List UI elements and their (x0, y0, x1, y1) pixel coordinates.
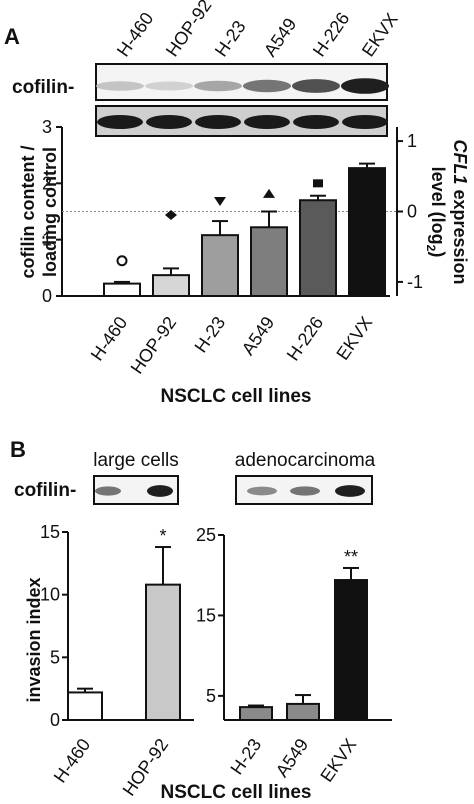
bar (334, 579, 368, 721)
panel-a-y-label: cofilin content / loading control (18, 146, 60, 279)
cofilin-band (194, 80, 242, 92)
panel-b-letter: B (10, 437, 26, 462)
panel-b-adeno-chart: 5 15 25 H-23 A549 ** EKVX (196, 525, 392, 786)
y-tick-label: 0 (50, 710, 60, 730)
x-tick-label: A549 (272, 735, 313, 781)
y-tick-label: 10 (40, 585, 60, 605)
bar (152, 274, 190, 298)
x-tick-label: HOP-92 (127, 313, 181, 378)
expression-point (313, 179, 323, 188)
bar (286, 702, 320, 721)
secondary-y-tick-label: 0 (407, 202, 417, 222)
x-tick-label: A549 (238, 313, 279, 359)
loading-band (97, 115, 143, 129)
panel-a-cofilin-blot (95, 63, 388, 101)
panel-a-y2-label-rest: expression (450, 184, 470, 284)
panel-a-cofilin-bands (96, 78, 389, 94)
lane-label: H-23 (211, 17, 250, 60)
x-tick-label: H-23 (191, 313, 230, 356)
y-tick-label: 1 (42, 230, 52, 250)
lane-label: H-460 (113, 9, 158, 61)
x-tick-label: EKVX (316, 735, 360, 786)
bar (103, 282, 141, 297)
bar (299, 199, 337, 298)
cofilin-band (247, 486, 277, 496)
panel-a-y2-label-line2: level (log (428, 167, 448, 245)
svg-text:level (log2): level (log2) (424, 167, 448, 258)
lane-label: A549 (260, 14, 301, 60)
panel-a-y-label-line1: cofilin content / (18, 146, 38, 279)
secondary-y-tick-label: 1 (407, 131, 417, 151)
panel-a-lane-labels: H-460 HOP-92H-23 A549 H-226 EKVX (113, 0, 402, 60)
y-tick-label: 25 (196, 525, 216, 545)
cofilin-band (147, 485, 173, 497)
loading-band (293, 115, 339, 129)
panel-a-y2-label-sub: 2 (424, 245, 438, 252)
secondary-y-tick-label: -1 (407, 272, 423, 292)
cofilin-band (335, 485, 365, 497)
panel-b-blot-label: cofilin- (14, 480, 76, 501)
panel-a-loading-bands (97, 115, 388, 129)
x-tick-label: EKVX (332, 313, 376, 364)
panel-a-y2-label-gene: CFL1 (450, 139, 470, 184)
y-tick-label: 2 (42, 173, 52, 193)
cofilin-band (96, 81, 144, 91)
cofilin-band (145, 81, 193, 91)
expression-point (214, 196, 226, 206)
lane-label: HOP-92 (162, 0, 216, 60)
expression-point (116, 255, 128, 267)
panel-a-x-title: NSCLC cell lines (161, 386, 312, 407)
panel-b-cofilin-bands (95, 485, 365, 497)
cofilin-band (290, 486, 320, 496)
loading-band (146, 115, 192, 129)
cofilin-band (341, 78, 389, 94)
x-tick-label: H-23 (227, 735, 266, 778)
cofilin-band (243, 79, 291, 93)
x-tick-label: H-226 (283, 313, 328, 365)
bar (201, 234, 239, 298)
cofilin-band (292, 79, 340, 93)
expression-point (362, 167, 372, 178)
panel-a-y2-label: CFL1 expression level (log2) (424, 139, 470, 284)
bar (239, 706, 273, 721)
panel-b-y-label: invasion index (24, 577, 44, 702)
loading-band (195, 115, 241, 129)
loading-band (342, 115, 388, 129)
loading-band (244, 115, 290, 129)
bar (348, 167, 386, 297)
x-tick-label: H-460 (50, 735, 95, 787)
panel-b-group1-label: large cells (93, 450, 179, 471)
y-tick-label: 5 (206, 686, 216, 706)
y-tick-label: 15 (196, 605, 216, 625)
y-tick-label: 3 (42, 117, 52, 137)
bar (67, 691, 103, 722)
significance-label: ** (344, 547, 358, 567)
panel-a-blot-label: cofilin- (12, 77, 74, 98)
y-tick-label: 0 (42, 286, 52, 306)
significance-label: * (159, 526, 166, 546)
panel-a-y-label-line2: loading control (40, 147, 60, 277)
panel-b-group2-label: adenocarcinoma (235, 450, 376, 471)
panel-a-y2-label-close: ) (428, 251, 448, 257)
y-tick-label: 15 (40, 522, 60, 542)
expression-point (263, 188, 275, 198)
lane-label: EKVX (358, 9, 402, 60)
panel-a-letter: A (4, 24, 20, 49)
lane-label: H-226 (309, 9, 354, 61)
bar (250, 226, 288, 297)
expression-point (165, 210, 177, 221)
y-tick-label: 5 (50, 647, 60, 667)
panel-b-x-title: NSCLC cell lines (161, 782, 312, 803)
svg-text:CFL1 expression: CFL1 expression (450, 139, 470, 284)
cofilin-band (95, 486, 121, 496)
bar (145, 583, 181, 722)
x-tick-label: H-460 (87, 313, 132, 365)
